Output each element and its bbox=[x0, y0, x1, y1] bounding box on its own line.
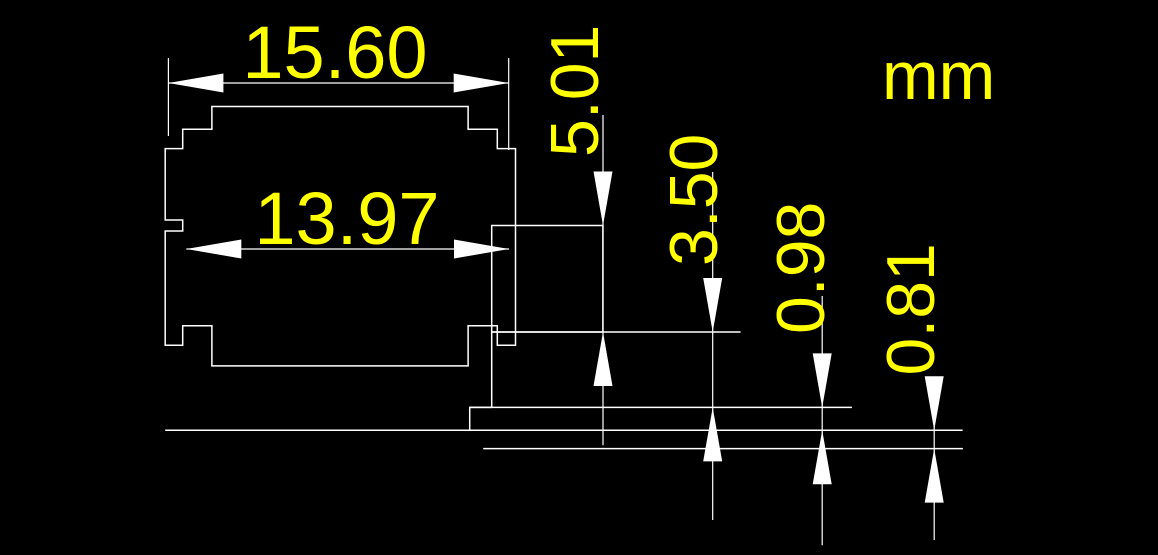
svg-text:13.97: 13.97 bbox=[254, 177, 439, 260]
svg-text:mm: mm bbox=[882, 38, 995, 114]
svg-text:15.60: 15.60 bbox=[242, 11, 427, 94]
svg-text:0.98: 0.98 bbox=[763, 202, 839, 334]
svg-text:0.81: 0.81 bbox=[873, 243, 949, 375]
svg-text:3.50: 3.50 bbox=[656, 134, 732, 266]
svg-text:5.01: 5.01 bbox=[537, 25, 613, 157]
